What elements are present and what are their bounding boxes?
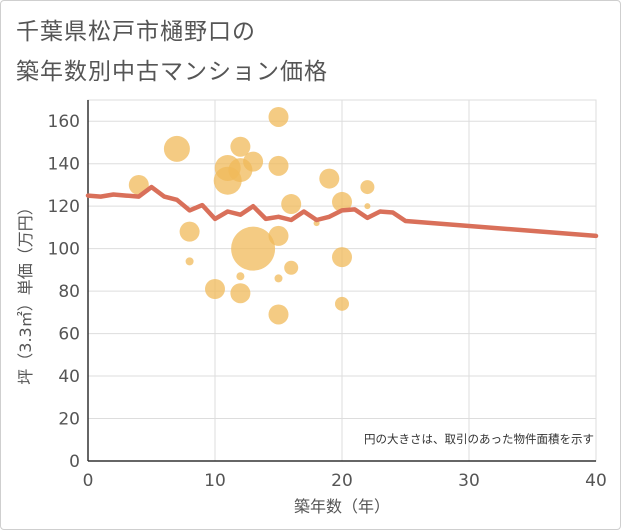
bubble-point	[284, 260, 299, 275]
bubble-point	[274, 274, 283, 283]
bubble-point	[319, 168, 340, 189]
bubble-point	[231, 226, 276, 271]
y-tick-label: 80	[58, 282, 80, 302]
x-tick-label: 10	[204, 471, 226, 491]
bubble-point	[360, 180, 375, 195]
bubble-point	[364, 203, 371, 210]
bubble-point	[185, 257, 194, 266]
bubble-point	[236, 272, 245, 281]
x-axis-label: 築年数（年）	[294, 497, 390, 516]
bubble-point	[332, 247, 352, 268]
bubble-point	[268, 155, 289, 176]
bubble-point	[230, 136, 251, 157]
y-tick-label: 60	[58, 325, 80, 345]
bubble-point	[332, 191, 352, 212]
y-axis-label: 坪（3.3㎡）単価（万円）	[16, 199, 35, 384]
grid	[87, 99, 597, 462]
x-tick-label: 40	[585, 471, 607, 491]
chart-title-line-1: 千葉県松戸市樋野口の	[16, 19, 256, 45]
y-tick-label: 120	[48, 197, 80, 217]
y-tick-label: 160	[48, 112, 80, 132]
bubble-point	[163, 135, 190, 162]
trend-line-series	[85, 184, 599, 239]
x-tick-label: 0	[83, 471, 94, 491]
bubble-point	[230, 283, 251, 304]
y-tick-label: 100	[48, 240, 80, 260]
y-tick-label: 20	[58, 410, 80, 430]
bubble-point	[335, 296, 349, 311]
bubble-point	[268, 304, 289, 325]
bubble-point	[179, 221, 200, 242]
tick-labels: 0 20 40 60 80 100 120 140 160 0 10 20 30 40	[48, 112, 607, 491]
x-tick-label: 30	[458, 471, 480, 491]
bubble-series	[128, 106, 375, 325]
y-tick-label: 0	[69, 452, 80, 472]
bubble-point	[243, 151, 264, 172]
bubble-size-note: 円の大きさは、取引のあった物件面積を示す	[364, 432, 594, 446]
y-tick-label: 40	[58, 367, 80, 387]
bubble-point	[281, 194, 302, 215]
bubble-point	[128, 174, 149, 195]
bubble-point	[268, 225, 289, 246]
trend-line	[85, 184, 599, 239]
chart-title-line-2: 築年数別中古マンション価格	[16, 59, 328, 85]
bubble-point	[205, 278, 225, 299]
x-tick-label: 20	[331, 471, 353, 491]
y-tick-label: 140	[48, 155, 80, 175]
bubble-point	[268, 106, 289, 127]
